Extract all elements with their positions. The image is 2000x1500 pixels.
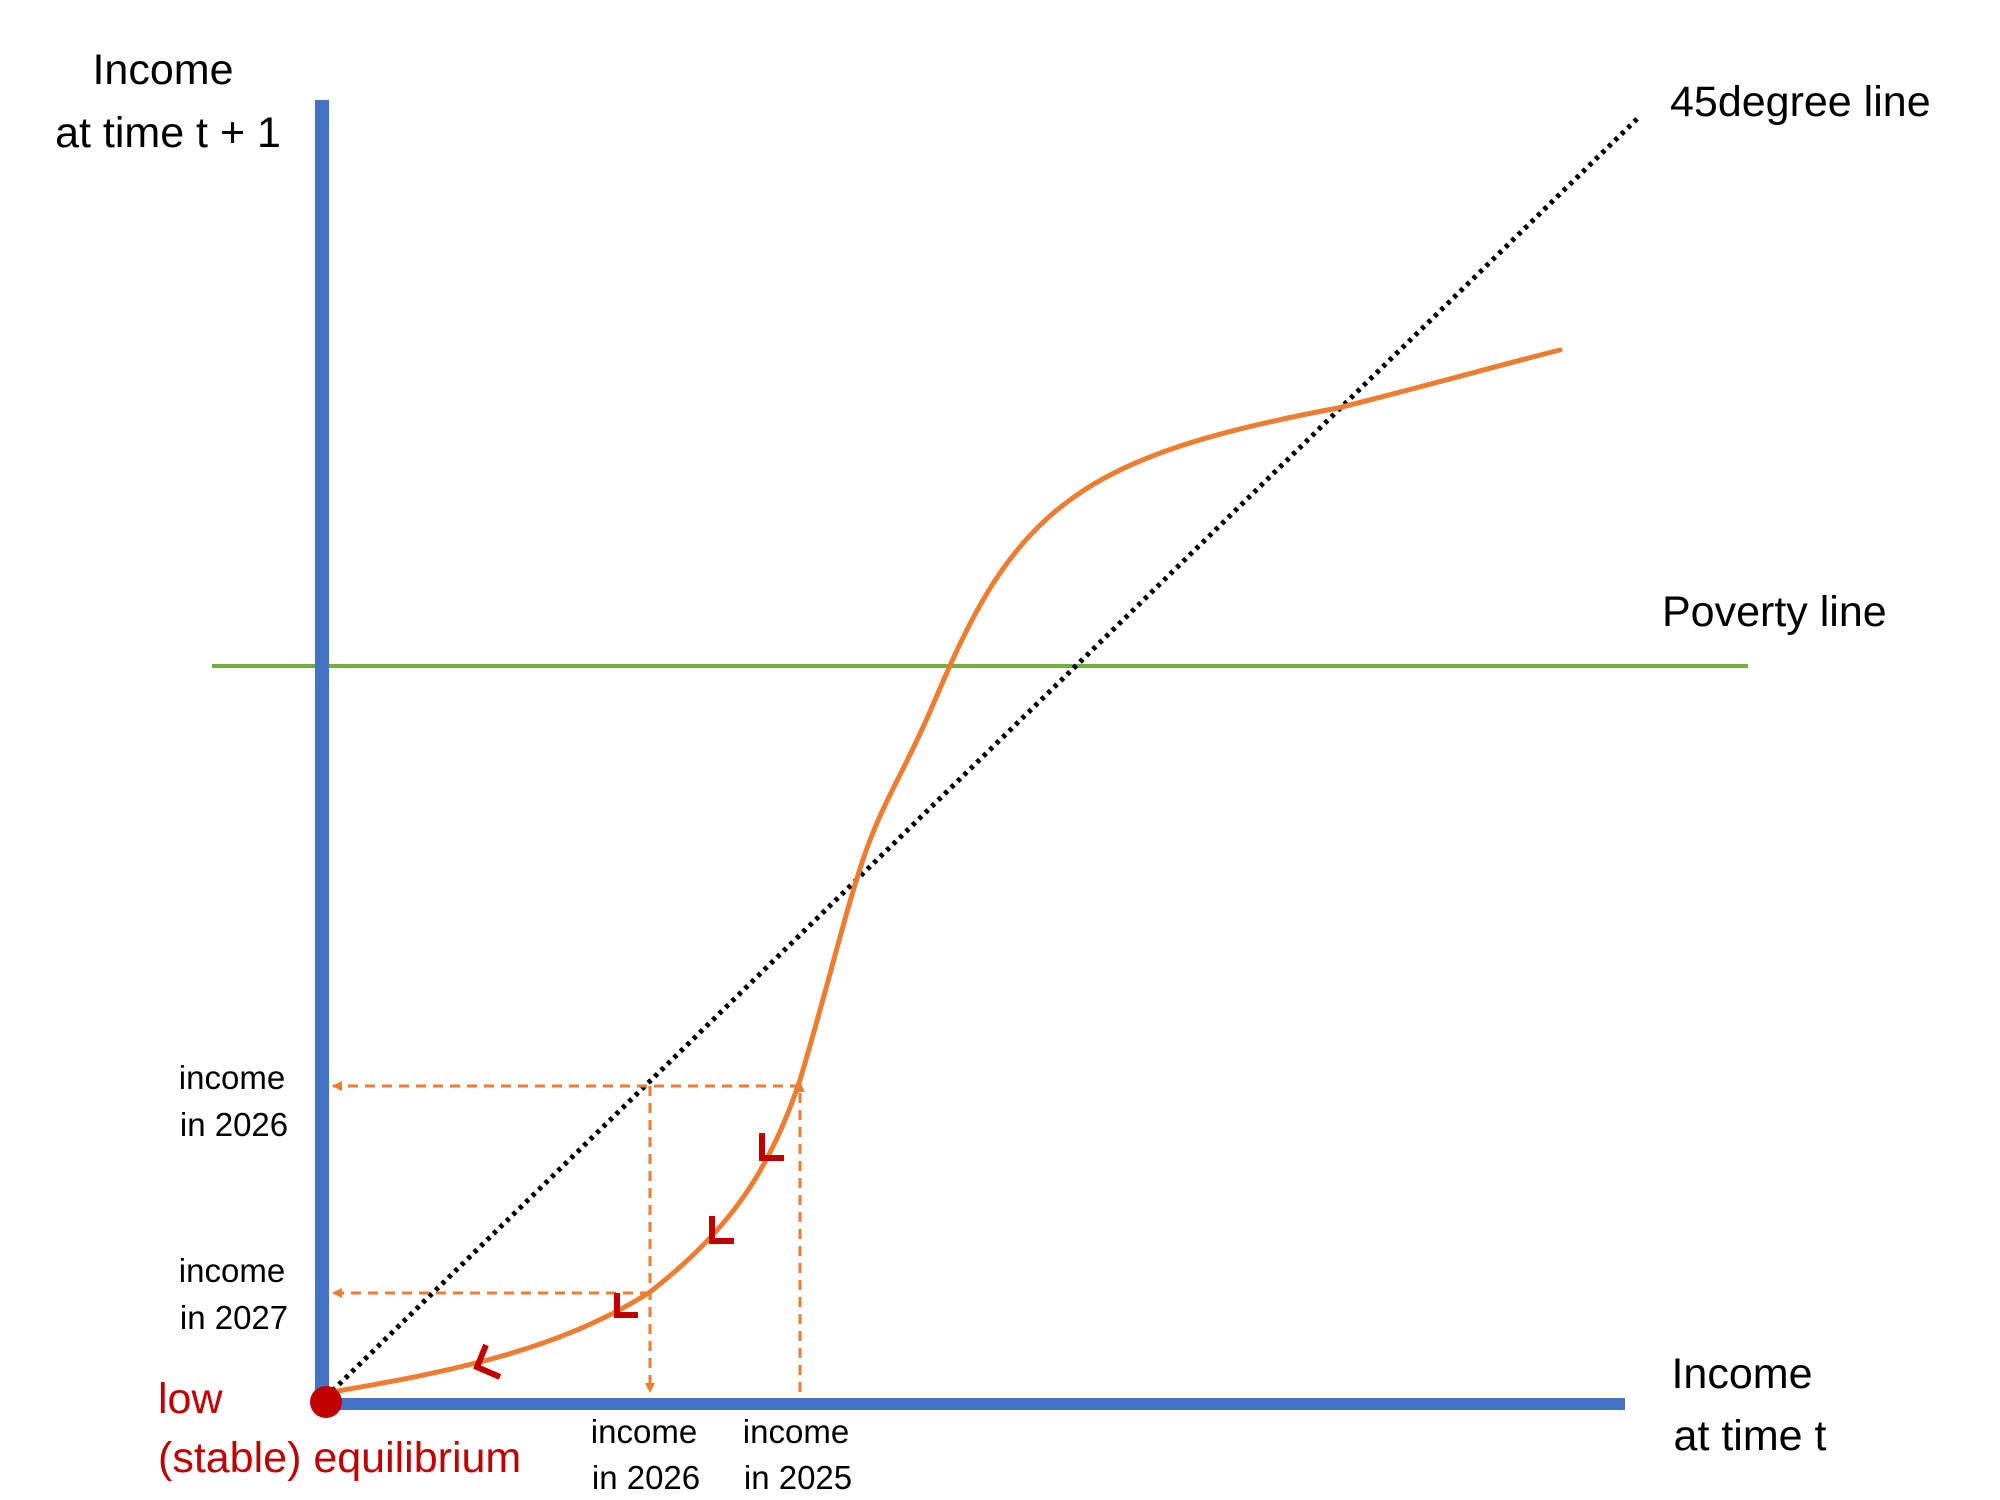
x-axis-label-line1: Income [1671,1350,1812,1398]
equilibrium-label-line1: low [158,1375,223,1423]
direction-mark-1 [473,1343,502,1380]
equilibrium-point [310,1386,342,1418]
income-dynamics-curve [323,347,1563,1396]
direction-mark-2 [614,1293,638,1318]
y-income-2026-label-line2: in 2026 [180,1106,288,1143]
x-income-2025-label-line1: income [743,1413,849,1450]
equilibrium-label-line2: (stable) equilibrium [158,1434,521,1482]
y-income-2026-label-line1: income [179,1059,285,1096]
x-income-2026-label-line1: income [591,1413,697,1450]
y-income-2027-label-line2: in 2027 [180,1299,288,1336]
direction-mark-3 [709,1216,734,1244]
forty-five-degree-line [324,114,1642,1399]
x-axis-label-line2: at time t [1674,1412,1827,1460]
forty-five-degree-label: 45degree line [1670,78,1931,126]
x-income-2025-label-line2: in 2025 [744,1459,852,1496]
y-income-2027-label-line1: income [179,1252,285,1289]
y-axis-label-line2: at time t + 1 [55,109,281,157]
poverty-line-label: Poverty line [1662,588,1887,636]
x-income-2026-label-line2: in 2026 [592,1459,700,1496]
direction-mark-4 [759,1133,784,1161]
y-axis-label-line1: Income [92,46,233,94]
